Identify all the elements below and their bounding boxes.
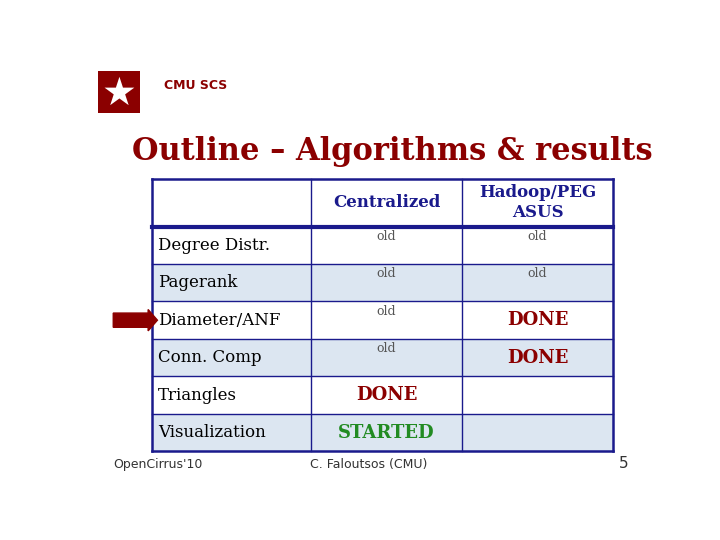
Text: Conn. Comp: Conn. Comp xyxy=(158,349,262,366)
Bar xyxy=(311,376,462,414)
Text: old: old xyxy=(377,305,396,318)
Bar xyxy=(462,226,613,264)
Text: Visualization: Visualization xyxy=(158,424,266,441)
Text: Triangles: Triangles xyxy=(158,387,237,403)
Bar xyxy=(311,414,462,451)
Bar xyxy=(152,301,311,339)
Bar xyxy=(152,339,311,376)
Bar xyxy=(311,301,462,339)
Text: old: old xyxy=(528,230,547,242)
Text: C. Faloutsos (CMU): C. Faloutsos (CMU) xyxy=(310,458,428,471)
Bar xyxy=(462,301,613,339)
Text: 5: 5 xyxy=(619,456,629,471)
Text: DONE: DONE xyxy=(507,349,568,367)
Text: DONE: DONE xyxy=(507,311,568,329)
Bar xyxy=(311,264,462,301)
Text: old: old xyxy=(528,267,547,280)
Text: CMU SCS: CMU SCS xyxy=(163,79,227,92)
FancyArrow shape xyxy=(113,309,158,331)
Text: Pagerank: Pagerank xyxy=(158,274,238,291)
Text: Diameter/ANF: Diameter/ANF xyxy=(158,312,281,329)
Bar xyxy=(152,226,311,264)
Bar xyxy=(98,71,140,113)
Bar xyxy=(462,339,613,376)
Text: old: old xyxy=(377,267,396,280)
Text: Hadoop/PEG
ASUS: Hadoop/PEG ASUS xyxy=(479,184,596,221)
Text: old: old xyxy=(377,342,396,355)
Bar xyxy=(152,414,311,451)
Bar xyxy=(462,376,613,414)
Bar xyxy=(152,264,311,301)
Bar xyxy=(311,339,462,376)
Bar xyxy=(152,179,613,226)
Text: STARTED: STARTED xyxy=(338,423,435,442)
Bar xyxy=(311,226,462,264)
Bar xyxy=(462,414,613,451)
Text: Degree Distr.: Degree Distr. xyxy=(158,237,270,254)
Text: OpenCirrus'10: OpenCirrus'10 xyxy=(113,458,202,471)
Text: DONE: DONE xyxy=(356,386,417,404)
Bar xyxy=(152,376,311,414)
Text: old: old xyxy=(377,230,396,242)
Text: ★: ★ xyxy=(102,75,136,112)
Bar xyxy=(462,264,613,301)
Text: Centralized: Centralized xyxy=(333,194,440,211)
Text: Outline – Algorithms & results: Outline – Algorithms & results xyxy=(132,136,652,166)
